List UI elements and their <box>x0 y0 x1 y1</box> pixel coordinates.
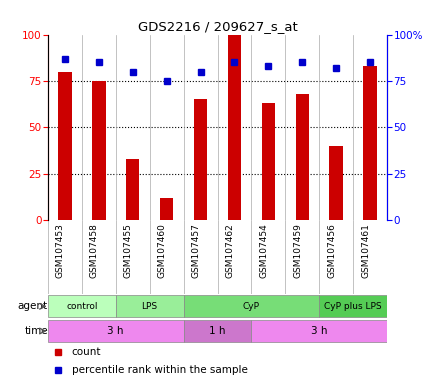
Bar <box>261 103 275 220</box>
Text: GSM107459: GSM107459 <box>293 223 302 278</box>
Bar <box>115 295 183 318</box>
Text: control: control <box>66 302 97 311</box>
Text: GSM107453: GSM107453 <box>56 223 65 278</box>
Text: time: time <box>24 326 48 336</box>
Text: GSM107460: GSM107460 <box>157 223 166 278</box>
Bar <box>183 320 251 342</box>
Text: GSM107456: GSM107456 <box>326 223 335 278</box>
Text: CyP: CyP <box>242 302 260 311</box>
Bar <box>329 146 342 220</box>
Bar <box>362 66 376 220</box>
Text: LPS: LPS <box>141 302 158 311</box>
Bar <box>48 320 183 342</box>
Text: 3 h: 3 h <box>310 326 327 336</box>
Bar <box>92 81 105 220</box>
Text: 1 h: 1 h <box>209 326 225 336</box>
Text: CyP plus LPS: CyP plus LPS <box>324 302 381 311</box>
Bar <box>183 295 319 318</box>
Bar <box>295 94 309 220</box>
Bar <box>227 35 241 220</box>
Bar <box>251 320 386 342</box>
Text: 3 h: 3 h <box>107 326 124 336</box>
Text: agent: agent <box>18 301 48 311</box>
Bar <box>48 295 115 318</box>
Text: GSM107458: GSM107458 <box>89 223 99 278</box>
Bar <box>193 99 207 220</box>
Text: GSM107462: GSM107462 <box>225 223 234 278</box>
Bar <box>319 295 386 318</box>
Text: GSM107461: GSM107461 <box>360 223 369 278</box>
Text: GSM107457: GSM107457 <box>191 223 200 278</box>
Text: count: count <box>72 347 101 357</box>
Bar <box>58 72 72 220</box>
Title: GDS2216 / 209627_s_at: GDS2216 / 209627_s_at <box>137 20 297 33</box>
Text: percentile rank within the sample: percentile rank within the sample <box>72 365 247 375</box>
Text: GSM107455: GSM107455 <box>123 223 132 278</box>
Text: GSM107454: GSM107454 <box>259 223 268 278</box>
Bar <box>159 198 173 220</box>
Bar <box>125 159 139 220</box>
